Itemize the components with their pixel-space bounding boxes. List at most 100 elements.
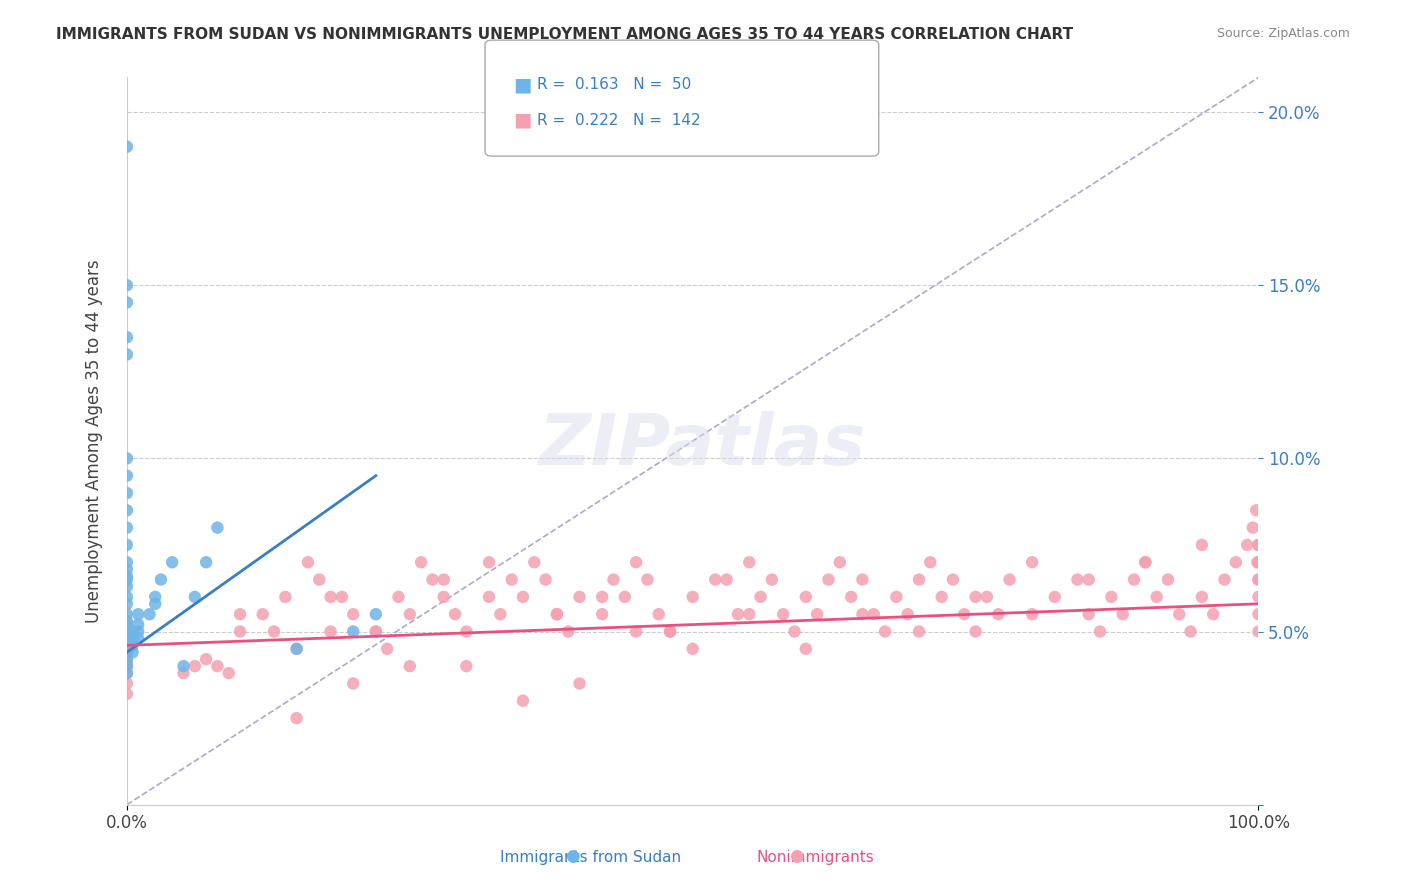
- Text: IMMIGRANTS FROM SUDAN VS NONIMMIGRANTS UNEMPLOYMENT AMONG AGES 35 TO 44 YEARS CO: IMMIGRANTS FROM SUDAN VS NONIMMIGRANTS U…: [56, 27, 1073, 42]
- Point: [115, 687, 138, 701]
- Point: [115, 330, 138, 344]
- Text: R =  0.222   N =  142: R = 0.222 N = 142: [537, 113, 700, 128]
- Point: [364, 624, 387, 639]
- Point: [1191, 538, 1213, 552]
- Point: [330, 590, 353, 604]
- Point: [342, 607, 364, 622]
- Point: [1111, 607, 1133, 622]
- Point: [1241, 521, 1264, 535]
- Point: [1099, 590, 1122, 604]
- Point: [772, 607, 794, 622]
- Point: [478, 555, 501, 569]
- Point: [828, 555, 851, 569]
- Point: [121, 632, 143, 646]
- Point: [591, 607, 613, 622]
- Point: [195, 652, 218, 666]
- Point: [976, 590, 998, 604]
- Point: [1123, 573, 1146, 587]
- Point: [115, 569, 138, 583]
- Point: [908, 573, 931, 587]
- Point: [546, 607, 568, 622]
- Point: [1247, 607, 1270, 622]
- Point: [738, 607, 761, 622]
- Point: [115, 652, 138, 666]
- Point: [375, 641, 398, 656]
- Point: [115, 468, 138, 483]
- Point: [115, 666, 138, 681]
- Point: [387, 590, 409, 604]
- Point: [851, 607, 873, 622]
- Point: [965, 590, 987, 604]
- Point: [873, 624, 896, 639]
- Point: [512, 694, 534, 708]
- Point: [920, 555, 942, 569]
- Point: [115, 656, 138, 670]
- Point: [456, 659, 478, 673]
- Point: [319, 624, 342, 639]
- Point: [783, 624, 806, 639]
- Point: [115, 555, 138, 569]
- Point: [546, 607, 568, 622]
- Point: [624, 624, 647, 639]
- Point: [207, 521, 229, 535]
- Point: [115, 645, 138, 659]
- Point: [115, 676, 138, 690]
- Point: [115, 573, 138, 587]
- Point: [602, 573, 624, 587]
- Point: [143, 590, 166, 604]
- Y-axis label: Unemployment Among Ages 35 to 44 years: Unemployment Among Ages 35 to 44 years: [86, 260, 103, 623]
- Point: [115, 641, 138, 656]
- Point: [534, 573, 557, 587]
- Point: [115, 639, 138, 653]
- Text: ●: ●: [565, 847, 591, 865]
- Point: [229, 607, 252, 622]
- Point: [897, 607, 920, 622]
- Point: [1157, 573, 1180, 587]
- Text: ●: ●: [790, 847, 815, 865]
- Point: [115, 590, 138, 604]
- Point: [115, 624, 138, 639]
- Point: [886, 590, 908, 604]
- Point: [998, 573, 1021, 587]
- Point: [115, 503, 138, 517]
- Point: [115, 659, 138, 673]
- Point: [115, 607, 138, 622]
- Point: [115, 562, 138, 576]
- Point: [411, 555, 433, 569]
- Text: Source: ZipAtlas.com: Source: ZipAtlas.com: [1216, 27, 1350, 40]
- Point: [115, 295, 138, 310]
- Point: [263, 624, 285, 639]
- Point: [173, 666, 195, 681]
- Point: [659, 624, 682, 639]
- Point: [648, 607, 671, 622]
- Point: [1146, 590, 1168, 604]
- Point: [1244, 503, 1267, 517]
- Point: [965, 624, 987, 639]
- Point: [115, 521, 138, 535]
- Point: [274, 590, 297, 604]
- Point: [115, 635, 138, 649]
- Point: [127, 624, 149, 639]
- Point: [422, 573, 444, 587]
- Point: [839, 590, 862, 604]
- Point: [1077, 573, 1099, 587]
- Point: [115, 659, 138, 673]
- Point: [127, 617, 149, 632]
- Point: [749, 590, 772, 604]
- Point: [501, 573, 523, 587]
- Point: [285, 711, 308, 725]
- Point: [478, 590, 501, 604]
- Point: [456, 624, 478, 639]
- Point: [121, 645, 143, 659]
- Point: [1247, 573, 1270, 587]
- Point: [987, 607, 1010, 622]
- Point: [489, 607, 512, 622]
- Point: [1246, 555, 1268, 569]
- Point: [115, 614, 138, 628]
- Point: [127, 632, 149, 646]
- Point: [1247, 624, 1270, 639]
- Point: [659, 624, 682, 639]
- Point: [636, 573, 658, 587]
- Point: [1247, 573, 1270, 587]
- Point: [115, 632, 138, 646]
